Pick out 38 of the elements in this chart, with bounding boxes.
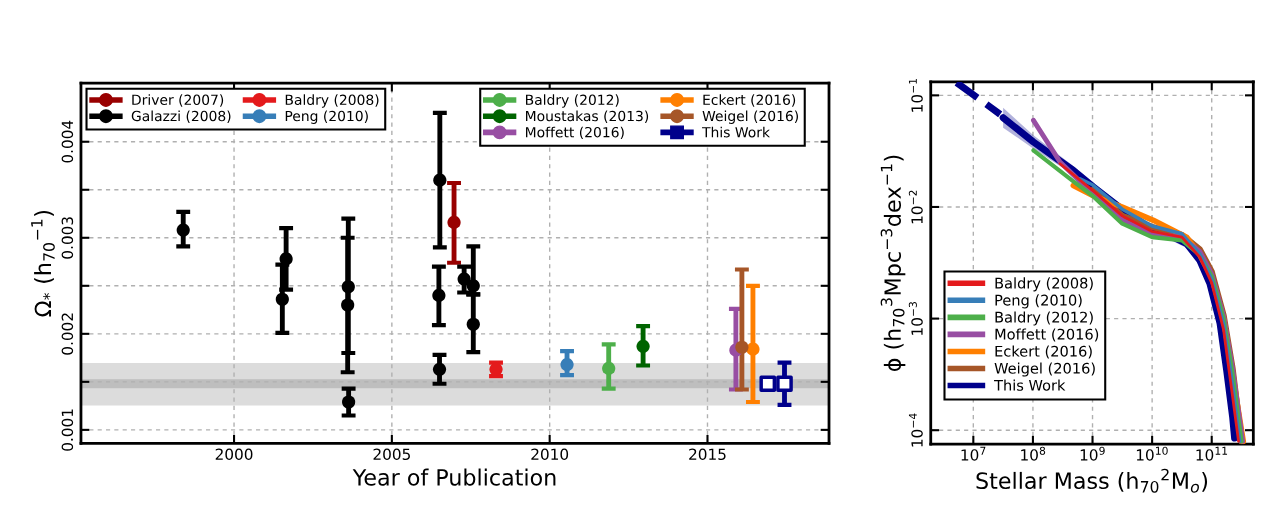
legend-label: Moffett (2016) (526, 126, 624, 140)
y-tick-label: 0.004 (61, 120, 74, 163)
y-tick-label: 10$^{−3}$ (908, 302, 923, 335)
legend-label: Eckert (2016) (995, 345, 1092, 359)
legend-label: Baldry (2012) (995, 311, 1093, 326)
legend-label: Weigel (2016) (702, 110, 798, 124)
y-tick-label: 0.003 (61, 217, 74, 259)
y-axis-title: Ω$_{*}$ (h$_{70}$$^{−1}$) (31, 210, 55, 317)
x-tick-label: 2010 (531, 448, 569, 460)
x-tick-label: 10$^{7}$ (961, 446, 986, 461)
legend-label: Moustakas (2013) (526, 110, 649, 123)
x-tick-label: 2015 (689, 448, 726, 460)
y-tick-label: 0.002 (61, 313, 74, 355)
legend-label: This Work (702, 126, 770, 138)
legend-label: This Work (994, 379, 1066, 391)
legend-label: Moffett (2016) (995, 328, 1099, 342)
x-tick-label: 10$^{8}$ (1021, 446, 1046, 461)
legend-label: Weigel (2016) (994, 362, 1095, 377)
x-tick-label: 2005 (373, 448, 410, 460)
legend-label: Galazzi (2008) (131, 110, 231, 123)
legend-label: Peng (2010) (995, 294, 1082, 309)
legend-label: Eckert (2016) (703, 94, 796, 107)
legend-label: Baldry (2008) (995, 277, 1093, 292)
x-axis-title: Year of Publication (352, 468, 556, 486)
y-tick-label: 0.001 (61, 409, 74, 451)
legend-label: Driver (2007) (132, 94, 224, 107)
legend-label: Baldry (2008) (285, 94, 379, 108)
y-axis-title: ϕ (h$_{70}$$^{3}$Mpc$^{−3}$dex$^{−1}$) (880, 155, 906, 372)
x-tick-label: 2000 (215, 448, 253, 460)
legend-label: Baldry (2012) (526, 94, 619, 108)
x-tick-label: 10$^{9}$ (1080, 446, 1105, 461)
y-tick-label: 10$^{−2}$ (908, 190, 923, 224)
x-axis-title: Stellar Mass (h$_{70}$$^{2}$M$_{o}$) (976, 468, 1208, 493)
y-tick-label: 10$^{−1}$ (908, 78, 923, 112)
legend-label: Peng (2010) (285, 110, 368, 124)
x-tick-label: 10$^{10}$ (1136, 446, 1168, 461)
x-tick-label: 10$^{11}$ (1196, 446, 1228, 461)
y-tick-label: 10$^{−4}$ (908, 413, 923, 447)
